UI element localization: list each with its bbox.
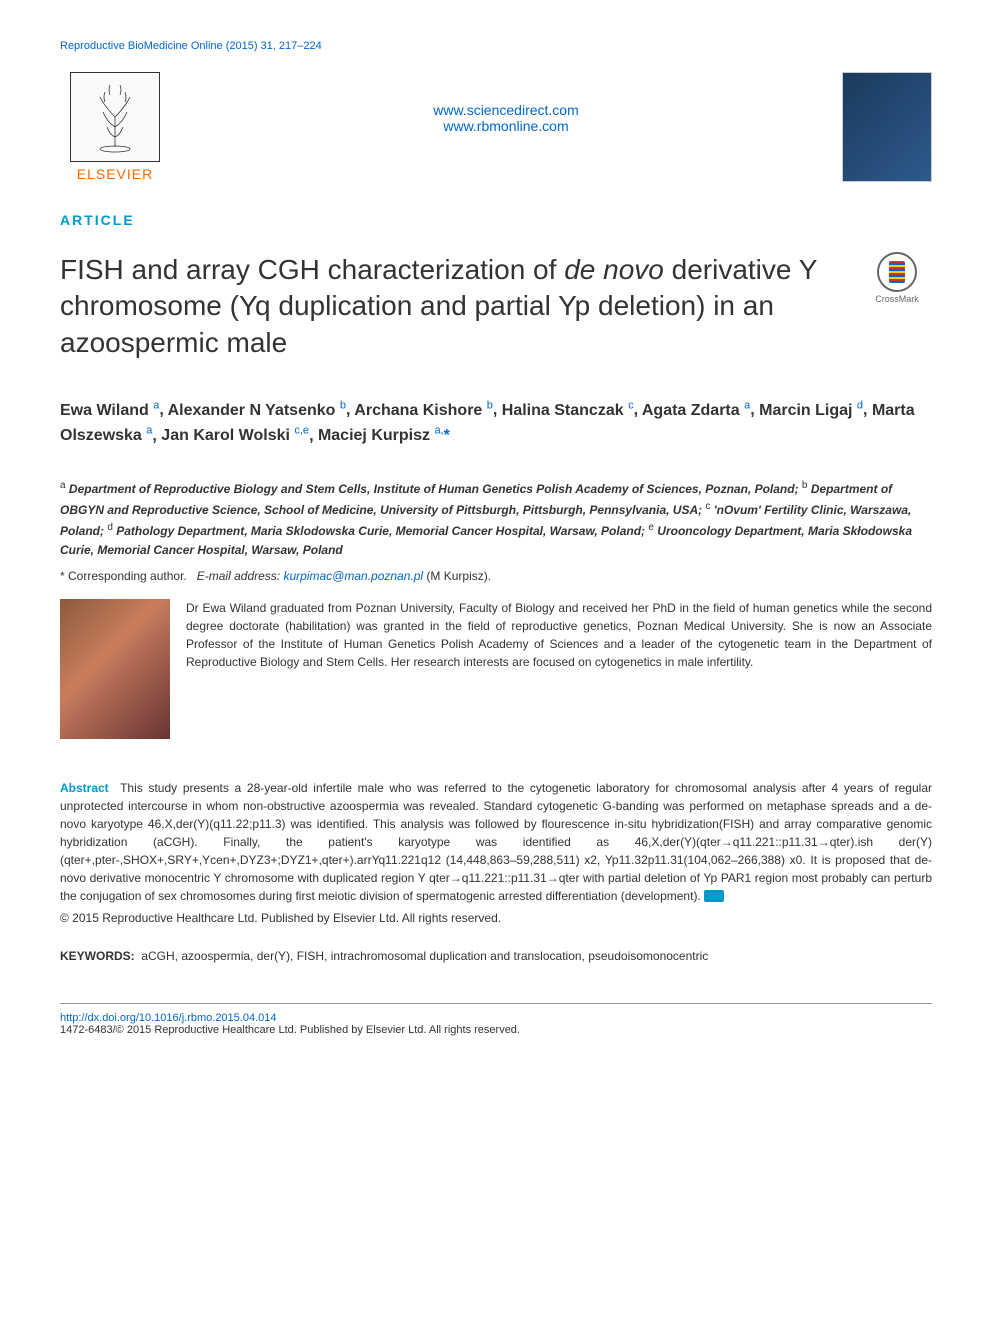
publisher-header: ELSEVIER www.sciencedirect.com www.rbmon… [60,72,932,182]
author-photo [60,599,170,739]
corresponding-label: * Corresponding author. [60,569,187,583]
journal-reference: Reproductive BioMedicine Online (2015) 3… [60,40,932,52]
corresponding-name: (M Kurpisz). [426,569,491,583]
page-footer: http://dx.doi.org/10.1016/j.rbmo.2015.04… [60,1003,932,1036]
author: Ewa Wiland a [60,402,159,419]
doi-link[interactable]: http://dx.doi.org/10.1016/j.rbmo.2015.04… [60,1012,932,1024]
corresponding-author: * Corresponding author. E-mail address: … [60,569,932,583]
article-title: FISH and array CGH characterization of d… [60,252,842,361]
author: Halina Stanczak c [502,402,634,419]
author: Agata Zdarta a [642,402,750,419]
elsevier-logo: ELSEVIER [60,72,170,182]
elsevier-tree-icon [70,72,160,162]
author: Marcin Ligaj d [759,402,863,419]
title-italic: de novo [564,254,664,285]
authors-list: Ewa Wiland a, Alexander N Yatsenko b, Ar… [60,397,932,448]
keywords-list: aCGH, azoospermia, der(Y), FISH, intrach… [141,949,708,963]
author: Archana Kishore b [354,402,493,419]
elsevier-wordmark: ELSEVIER [77,166,153,182]
author: Alexander N Yatsenko b [168,402,346,419]
keywords-label: KEYWORDS: [60,949,135,963]
crossmark-icon [877,252,917,292]
footer-issn: 1472-6483/© 2015 Reproductive Healthcare… [60,1024,932,1036]
affiliations: a Department of Reproductive Biology and… [60,478,932,561]
rbm-badge-icon [704,890,724,902]
author: Maciej Kurpisz a,* [318,427,450,444]
article-type-label: ARTICLE [60,212,932,228]
journal-cover-thumbnail [842,72,932,182]
abstract-copyright: © 2015 Reproductive Healthcare Ltd. Publ… [60,911,932,925]
crossmark-widget[interactable]: CrossMark [862,252,932,304]
title-pre: FISH and array CGH characterization of [60,254,564,285]
bio-text: Dr Ewa Wiland graduated from Poznan Univ… [186,599,932,671]
author-bio: Dr Ewa Wiland graduated from Poznan Univ… [60,599,932,739]
crossmark-label: CrossMark [875,294,919,304]
author: Jan Karol Wolski c,e [161,427,309,444]
rbmonline-link[interactable]: www.rbmonline.com [190,118,822,134]
abstract-text: This study presents a 28-year-old infert… [60,781,932,903]
sciencedirect-link[interactable]: www.sciencedirect.com [190,102,822,118]
title-row: FISH and array CGH characterization of d… [60,252,932,361]
website-links: www.sciencedirect.com www.rbmonline.com [190,72,822,134]
abstract: Abstract This study presents a 28-year-o… [60,779,932,905]
abstract-label: Abstract [60,781,109,795]
keywords: KEYWORDS: aCGH, azoospermia, der(Y), FIS… [60,949,932,963]
email-label: E-mail address: [197,569,280,583]
corresponding-email[interactable]: kurpimac@man.poznan.pl [283,569,423,583]
